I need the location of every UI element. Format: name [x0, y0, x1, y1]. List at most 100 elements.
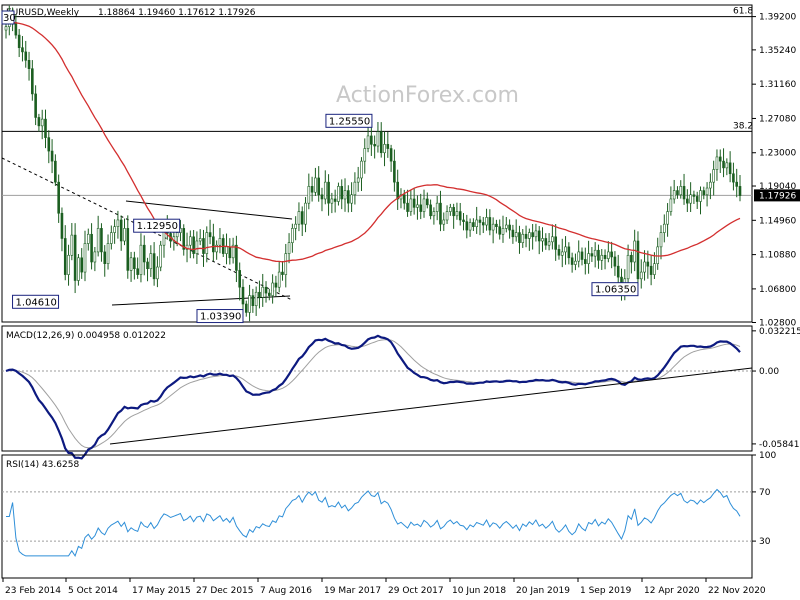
- candle: [159, 240, 162, 272]
- candle: [544, 233, 548, 250]
- svg-text:1.25550: 1.25550: [329, 116, 370, 127]
- price-tick-label: 1.10880: [759, 251, 796, 261]
- candle: [192, 229, 195, 259]
- candle: [501, 215, 505, 243]
- candle: [106, 234, 110, 270]
- candle: [587, 240, 590, 274]
- last-price-marker: 1.17926: [754, 189, 800, 202]
- macd-signal-line: [5, 339, 741, 449]
- candle: [672, 179, 676, 204]
- x-tick-label: 22 Nov 2020: [708, 586, 766, 596]
- candle: [630, 251, 633, 274]
- candle: [307, 173, 311, 210]
- candle: [600, 249, 604, 270]
- candle: [524, 225, 528, 248]
- candle: [643, 250, 646, 281]
- candle: [264, 281, 268, 303]
- candle: [416, 195, 419, 220]
- candle: [110, 225, 113, 250]
- candle: [228, 238, 232, 265]
- candle: [261, 273, 265, 307]
- candle: [718, 149, 722, 174]
- candle: [251, 288, 255, 313]
- candle: [514, 219, 518, 242]
- candle: [481, 216, 485, 234]
- candle: [722, 148, 725, 178]
- fib-levels: 61.8 38.2: [2, 7, 753, 196]
- candle: [574, 253, 577, 271]
- price-y-axis: 1.39200 1.35240 1.31160 1.27080 1.23000 1.190…: [752, 13, 796, 329]
- candle: [212, 223, 215, 262]
- candle: [379, 122, 383, 158]
- candle: [333, 189, 337, 213]
- candle: [235, 235, 238, 283]
- candle: [254, 286, 258, 316]
- candle: [449, 203, 452, 216]
- candle: [442, 212, 446, 231]
- fib-level-label: 38.2: [733, 121, 753, 131]
- candle: [327, 174, 330, 216]
- candle: [284, 243, 288, 288]
- candle: [715, 149, 719, 181]
- candle: [258, 280, 261, 309]
- candle: [268, 288, 271, 301]
- price-tick-label: 1.06800: [759, 285, 796, 295]
- candlesticks: [4, 5, 742, 322]
- x-tick-label: 27 Dec 2015: [196, 586, 254, 596]
- candle: [488, 209, 492, 236]
- candle: [399, 188, 403, 209]
- candle: [136, 257, 139, 279]
- candle: [439, 190, 442, 232]
- candle: [485, 208, 488, 231]
- candle: [531, 223, 534, 250]
- candle: [119, 215, 123, 251]
- candle: [699, 186, 702, 215]
- candle: [63, 225, 67, 281]
- candle: [37, 113, 41, 132]
- truncated-callout: 30: [1, 10, 16, 25]
- candle: [17, 28, 21, 58]
- candle: [646, 250, 650, 279]
- candle: [50, 139, 54, 174]
- candle: [24, 40, 28, 68]
- candle: [725, 158, 729, 176]
- svg-text:30: 30: [3, 13, 16, 24]
- macd-panel-frame: [1, 325, 753, 452]
- candle: [116, 210, 120, 239]
- price-tick-label: 1.19040: [759, 182, 796, 192]
- moving-average-line: [5, 21, 741, 263]
- price-panel: EURUSD,Weekly 1.18864 1.19460 1.17612 1.…: [1, 4, 800, 329]
- rsi-panel: RSI(14) 43.6258 100 70 30: [1, 451, 776, 579]
- candle: [294, 216, 297, 241]
- candle: [505, 217, 508, 233]
- ohlc-header: 1.18864 1.19460 1.17612 1.17926: [98, 8, 256, 18]
- svg-text:1.06350: 1.06350: [595, 285, 636, 296]
- candle: [551, 224, 554, 250]
- candle: [676, 186, 679, 199]
- candle: [287, 233, 291, 264]
- candle: [152, 242, 156, 286]
- candle: [373, 135, 376, 159]
- candle: [432, 207, 436, 225]
- candle: [613, 251, 617, 276]
- candle: [560, 238, 564, 268]
- candle: [570, 252, 574, 273]
- candle: [686, 189, 689, 212]
- candle: [653, 252, 656, 280]
- candle: [70, 223, 74, 261]
- candle: [40, 109, 44, 140]
- x-tick-label: 7 Aug 2016: [260, 586, 312, 596]
- candle: [712, 160, 715, 196]
- candle: [281, 261, 284, 281]
- candle: [304, 197, 307, 233]
- candle: [370, 126, 373, 156]
- candle: [597, 244, 600, 269]
- x-tick-label: 1 Sep 2019: [580, 586, 632, 596]
- macd-y-axis: 0.032215 0.00 -0.058413: [752, 327, 800, 450]
- candle: [534, 223, 538, 242]
- price-callout: 1.06350: [591, 282, 639, 297]
- candle: [518, 225, 521, 254]
- candle: [554, 224, 557, 261]
- candle: [541, 227, 544, 252]
